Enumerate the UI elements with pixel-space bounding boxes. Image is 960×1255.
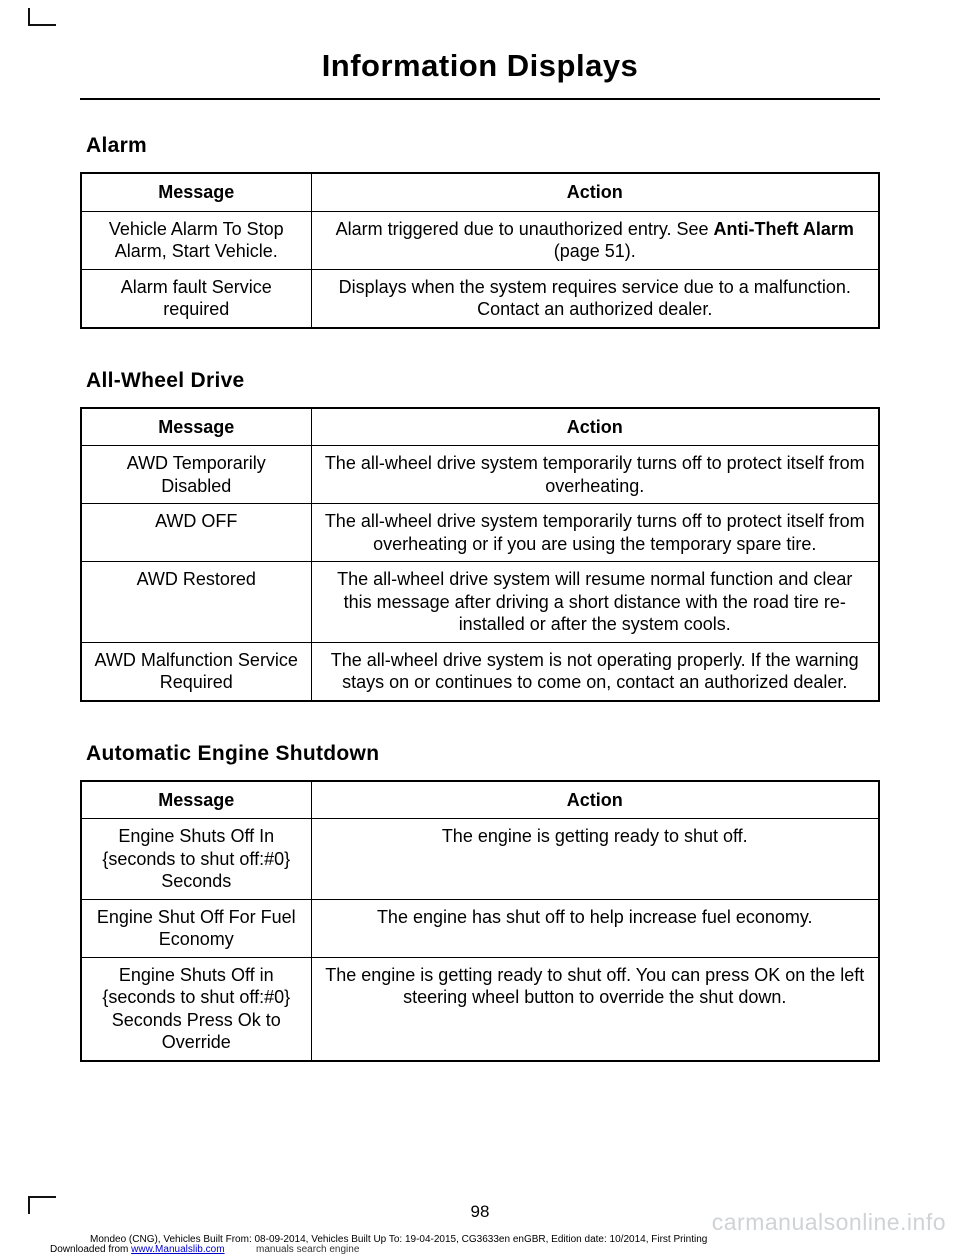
table-awd: Message Action AWD Temporarily Disabled …: [80, 407, 880, 702]
footer-download: Downloaded from www.Manualslib.com: [50, 1244, 225, 1255]
table-row: Engine Shuts Off In {seconds to shut off…: [81, 819, 879, 900]
section-heading-alarm: Alarm: [86, 134, 880, 158]
cell-action: The all-wheel drive system is not operat…: [311, 642, 879, 701]
crop-mark-bottom-left: [28, 1196, 56, 1214]
col-header-message: Message: [81, 781, 311, 819]
cell-action: Displays when the system requires servic…: [311, 269, 879, 328]
table-row: AWD Malfunction Service Required The all…: [81, 642, 879, 701]
cell-message: AWD OFF: [81, 504, 311, 562]
col-header-action: Action: [311, 781, 879, 819]
col-header-action: Action: [311, 408, 879, 446]
footer-download-prefix: Downloaded from: [50, 1244, 131, 1255]
table-alarm: Message Action Vehicle Alarm To Stop Ala…: [80, 172, 880, 329]
cell-message: AWD Malfunction Service Required: [81, 642, 311, 701]
cell-message: Engine Shuts Off in {seconds to shut off…: [81, 957, 311, 1061]
table-row: AWD OFF The all-wheel drive system tempo…: [81, 504, 879, 562]
col-header-message: Message: [81, 408, 311, 446]
cell-action: The all-wheel drive system temporarily t…: [311, 446, 879, 504]
cell-message: Engine Shuts Off In {seconds to shut off…: [81, 819, 311, 900]
page-content: Information Displays Alarm Message Actio…: [80, 48, 880, 1222]
cell-message: Alarm fault Service required: [81, 269, 311, 328]
table-row: Alarm fault Service required Displays wh…: [81, 269, 879, 328]
cell-action: The engine has shut off to help increase…: [311, 899, 879, 957]
crop-mark-top-left: [28, 8, 56, 26]
cell-action: The engine is getting ready to shut off.…: [311, 957, 879, 1061]
cell-action: The all-wheel drive system temporarily t…: [311, 504, 879, 562]
action-text-pre: Alarm triggered due to unauthorized entr…: [336, 219, 714, 239]
table-row: Engine Shut Off For Fuel Economy The eng…: [81, 899, 879, 957]
cell-message: Vehicle Alarm To Stop Alarm, Start Vehic…: [81, 211, 311, 269]
table-header-row: Message Action: [81, 781, 879, 819]
cell-message: Engine Shut Off For Fuel Economy: [81, 899, 311, 957]
cell-message: AWD Temporarily Disabled: [81, 446, 311, 504]
col-header-message: Message: [81, 173, 311, 211]
footer-download-link[interactable]: www.Manualslib.com: [131, 1244, 224, 1255]
table-header-row: Message Action: [81, 408, 879, 446]
table-row: Vehicle Alarm To Stop Alarm, Start Vehic…: [81, 211, 879, 269]
table-header-row: Message Action: [81, 173, 879, 211]
table-row: AWD Restored The all-wheel drive system …: [81, 562, 879, 643]
action-text-post: (page 51).: [554, 241, 636, 261]
footer-download-suffix: manuals search engine: [256, 1244, 359, 1255]
cell-action: Alarm triggered due to unauthorized entr…: [311, 211, 879, 269]
page-title: Information Displays: [80, 48, 880, 100]
watermark: carmanualsonline.info: [712, 1209, 946, 1236]
table-row: AWD Temporarily Disabled The all-wheel d…: [81, 446, 879, 504]
section-heading-awd: All-Wheel Drive: [86, 369, 880, 393]
cell-action: The all-wheel drive system will resume n…: [311, 562, 879, 643]
cell-action: The engine is getting ready to shut off.: [311, 819, 879, 900]
section-heading-shutdown: Automatic Engine Shutdown: [86, 742, 880, 766]
col-header-action: Action: [311, 173, 879, 211]
table-shutdown: Message Action Engine Shuts Off In {seco…: [80, 780, 880, 1062]
cell-message: AWD Restored: [81, 562, 311, 643]
table-row: Engine Shuts Off in {seconds to shut off…: [81, 957, 879, 1061]
action-text-bold: Anti-Theft Alarm: [714, 219, 854, 239]
